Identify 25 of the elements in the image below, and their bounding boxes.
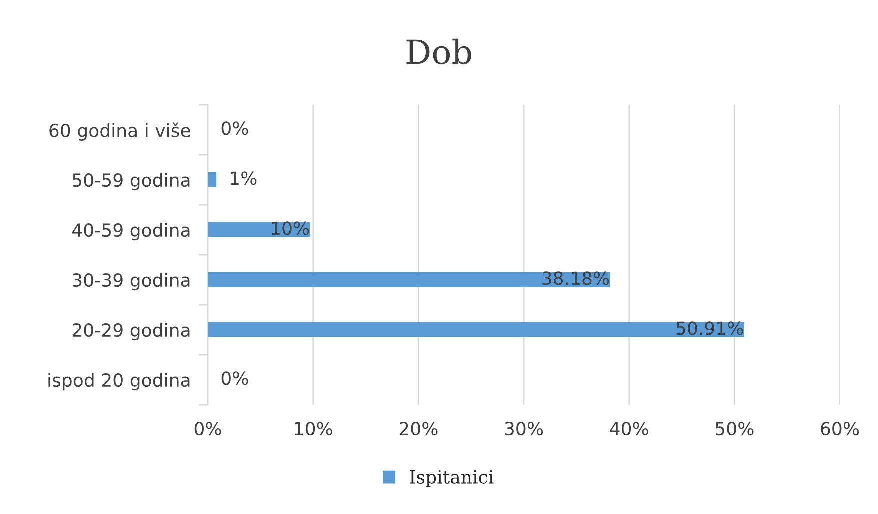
legend-label: Ispitanici bbox=[410, 470, 494, 488]
bar bbox=[208, 172, 216, 188]
data-label: 50.91% bbox=[676, 322, 744, 336]
y-tick-label: 50-59 godina bbox=[73, 173, 190, 191]
y-tick-label: 30-39 godina bbox=[73, 273, 190, 291]
data-label: 10% bbox=[272, 222, 310, 236]
y-tick-label: 40-59 godina bbox=[72, 223, 190, 241]
x-tick-label: 60% bbox=[821, 422, 860, 436]
data-label: 1% bbox=[231, 172, 257, 186]
data-label: 0% bbox=[222, 122, 248, 136]
data-label: 0% bbox=[222, 372, 248, 386]
y-tick-label: 20-29 godina bbox=[72, 323, 190, 341]
data-label: 38.18% bbox=[542, 272, 610, 286]
chart-title: Dob bbox=[406, 38, 472, 65]
x-tick-label: 10% bbox=[295, 422, 332, 436]
x-tick-label: 30% bbox=[505, 422, 544, 436]
x-tick-label: 0% bbox=[194, 422, 222, 436]
bar bbox=[208, 222, 310, 238]
y-tick-label: 60 godina i više bbox=[50, 122, 190, 141]
bar bbox=[208, 272, 610, 288]
x-tick-label: 50% bbox=[716, 422, 754, 436]
x-tick-label: 20% bbox=[400, 422, 438, 436]
x-tick-label: 40% bbox=[610, 422, 648, 436]
bar bbox=[208, 322, 744, 338]
y-tick-label: ispod 20 godina bbox=[48, 373, 190, 391]
